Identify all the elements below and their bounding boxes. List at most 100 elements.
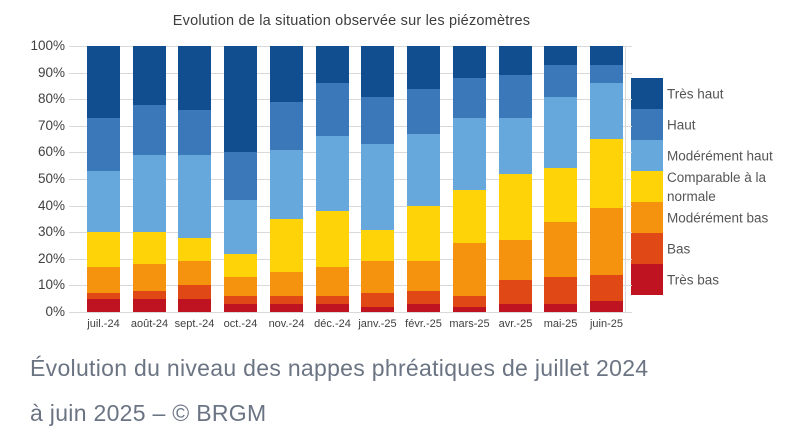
bar-segment-Modérément haut	[544, 96, 577, 169]
bar-segment-Bas	[590, 274, 623, 302]
bar-oct.-24	[224, 46, 257, 312]
x-axis-label: juil.-24	[87, 318, 120, 330]
x-axis-label: août-24	[130, 318, 169, 330]
bar-segment-Bas	[270, 296, 303, 305]
bar-segment-Très haut	[316, 46, 349, 84]
bar-segment-Modérément haut	[270, 149, 303, 219]
bar-avr.-25	[499, 46, 532, 312]
legend-label-Très bas: Très bas	[667, 272, 720, 287]
legend-color-bar	[631, 78, 663, 295]
bar-segment-Haut	[87, 117, 120, 172]
bar-segment-Modérément bas	[590, 208, 623, 275]
bar-segment-Bas	[133, 290, 166, 299]
bar-segment-Modérément haut	[224, 200, 257, 254]
bar-segment-Modérément bas	[499, 240, 532, 281]
legend-label-Comparable à la normale: Comparable à la normale	[667, 169, 767, 204]
y-axis-label: 40%	[37, 197, 65, 213]
bar-janv.-25	[361, 46, 394, 312]
bar-segment-Bas	[316, 296, 349, 305]
x-axis-label: avr.-25	[498, 318, 533, 330]
gridline-60%	[69, 152, 632, 154]
bar-segment-Comparable à la normale	[87, 232, 120, 267]
bar-segment-Haut	[270, 101, 303, 150]
bar-segment-Très haut	[178, 46, 211, 110]
bar-nov.-24	[270, 46, 303, 312]
caption-line-1: Évolution du niveau des nappes phréatiqu…	[30, 355, 649, 381]
bar-segment-Bas	[407, 290, 440, 305]
figure-caption: Évolution du niveau des nappes phréatiqu…	[30, 346, 790, 433]
gridline-10%	[69, 285, 632, 287]
bar-segment-Modérément haut	[590, 83, 623, 140]
gridline-90%	[69, 72, 632, 74]
bar-segment-Haut	[361, 96, 394, 145]
bar-segment-Bas	[453, 296, 486, 307]
y-axis-label: 30%	[37, 224, 65, 240]
y-axis-label: 90%	[37, 64, 65, 80]
bar-segment-Très haut	[544, 46, 577, 65]
y-axis-label: 70%	[37, 117, 65, 133]
y-axis-label: 0%	[45, 304, 65, 319]
gridline-80%	[69, 99, 632, 101]
y-axis-label: 10%	[37, 277, 65, 293]
bar-segment-Modérément haut	[178, 155, 211, 238]
legend-label-Très haut: Très haut	[667, 86, 724, 101]
y-axis-label: 100%	[30, 38, 65, 53]
y-axis-label: 50%	[37, 171, 65, 186]
bar-segment-Comparable à la normale	[270, 218, 303, 273]
bar-segment-Très bas	[453, 306, 486, 312]
legend-label-Modérément bas: Modérément bas	[667, 210, 769, 225]
bar-segment-Très bas	[178, 298, 211, 312]
bar-segment-Comparable à la normale	[361, 229, 394, 262]
bar-segment-Modérément haut	[87, 171, 120, 233]
legend-label-Bas: Bas	[667, 241, 691, 256]
bar-segment-Comparable à la normale	[133, 232, 166, 265]
gridline-50%	[69, 179, 632, 180]
bar-segment-Très bas	[361, 306, 394, 312]
bar-juil.-24	[87, 46, 120, 312]
bar-segment-Très haut	[224, 46, 257, 153]
x-axis-label: juin-25	[589, 318, 624, 330]
x-axis-label: nov.-24	[268, 318, 305, 330]
bar-segment-Haut	[178, 109, 211, 156]
bar-segment-Modérément haut	[453, 117, 486, 190]
bar-segment-Modérément bas	[87, 266, 120, 294]
bar-segment-Modérément bas	[316, 266, 349, 297]
bar-segment-Bas	[178, 285, 211, 299]
bar-segment-Haut	[590, 64, 623, 84]
x-axis-label: déc.-24	[314, 318, 351, 330]
bar-segment-Comparable à la normale	[590, 139, 623, 209]
x-axis-label: févr.-25	[405, 318, 442, 330]
bar-segment-Très bas	[590, 301, 623, 312]
bar-segment-Bas	[87, 293, 120, 299]
gridline-20%	[69, 258, 632, 260]
bar-sept.-24	[178, 46, 211, 312]
bar-segment-Très haut	[453, 46, 486, 78]
bar-segment-Haut	[224, 152, 257, 201]
bar-segment-Comparable à la normale	[407, 205, 440, 262]
bar-segment-Modérément haut	[316, 136, 349, 211]
bar-segment-Très haut	[499, 46, 532, 76]
bar-segment-Modérément bas	[407, 261, 440, 291]
legend-swatch-Bas	[631, 233, 663, 264]
bar-segment-Comparable à la normale	[453, 189, 486, 243]
bar-segment-Modérément haut	[407, 133, 440, 206]
bar-juin-25	[590, 46, 623, 312]
legend-swatch-Haut	[631, 109, 663, 140]
bar-segment-Haut	[316, 83, 349, 137]
legend-swatch-Très haut	[631, 78, 663, 109]
legend-label-Haut: Haut	[667, 117, 696, 132]
bar-segment-Très bas	[270, 304, 303, 312]
bar-segment-Très bas	[544, 304, 577, 312]
bar-segment-Modérément bas	[544, 221, 577, 278]
x-axis-label: mai-25	[543, 318, 578, 330]
bar-segment-Très haut	[87, 46, 120, 118]
bar-segment-Modérément bas	[133, 264, 166, 291]
bar-déc.-24	[316, 46, 349, 312]
bar-segment-Modérément bas	[178, 261, 211, 286]
bar-segment-Très haut	[133, 46, 166, 105]
bar-segment-Très haut	[407, 46, 440, 89]
bar-segment-Très bas	[316, 304, 349, 312]
bar-août-24	[133, 46, 166, 312]
legend-swatch-Modérément bas	[631, 202, 663, 233]
